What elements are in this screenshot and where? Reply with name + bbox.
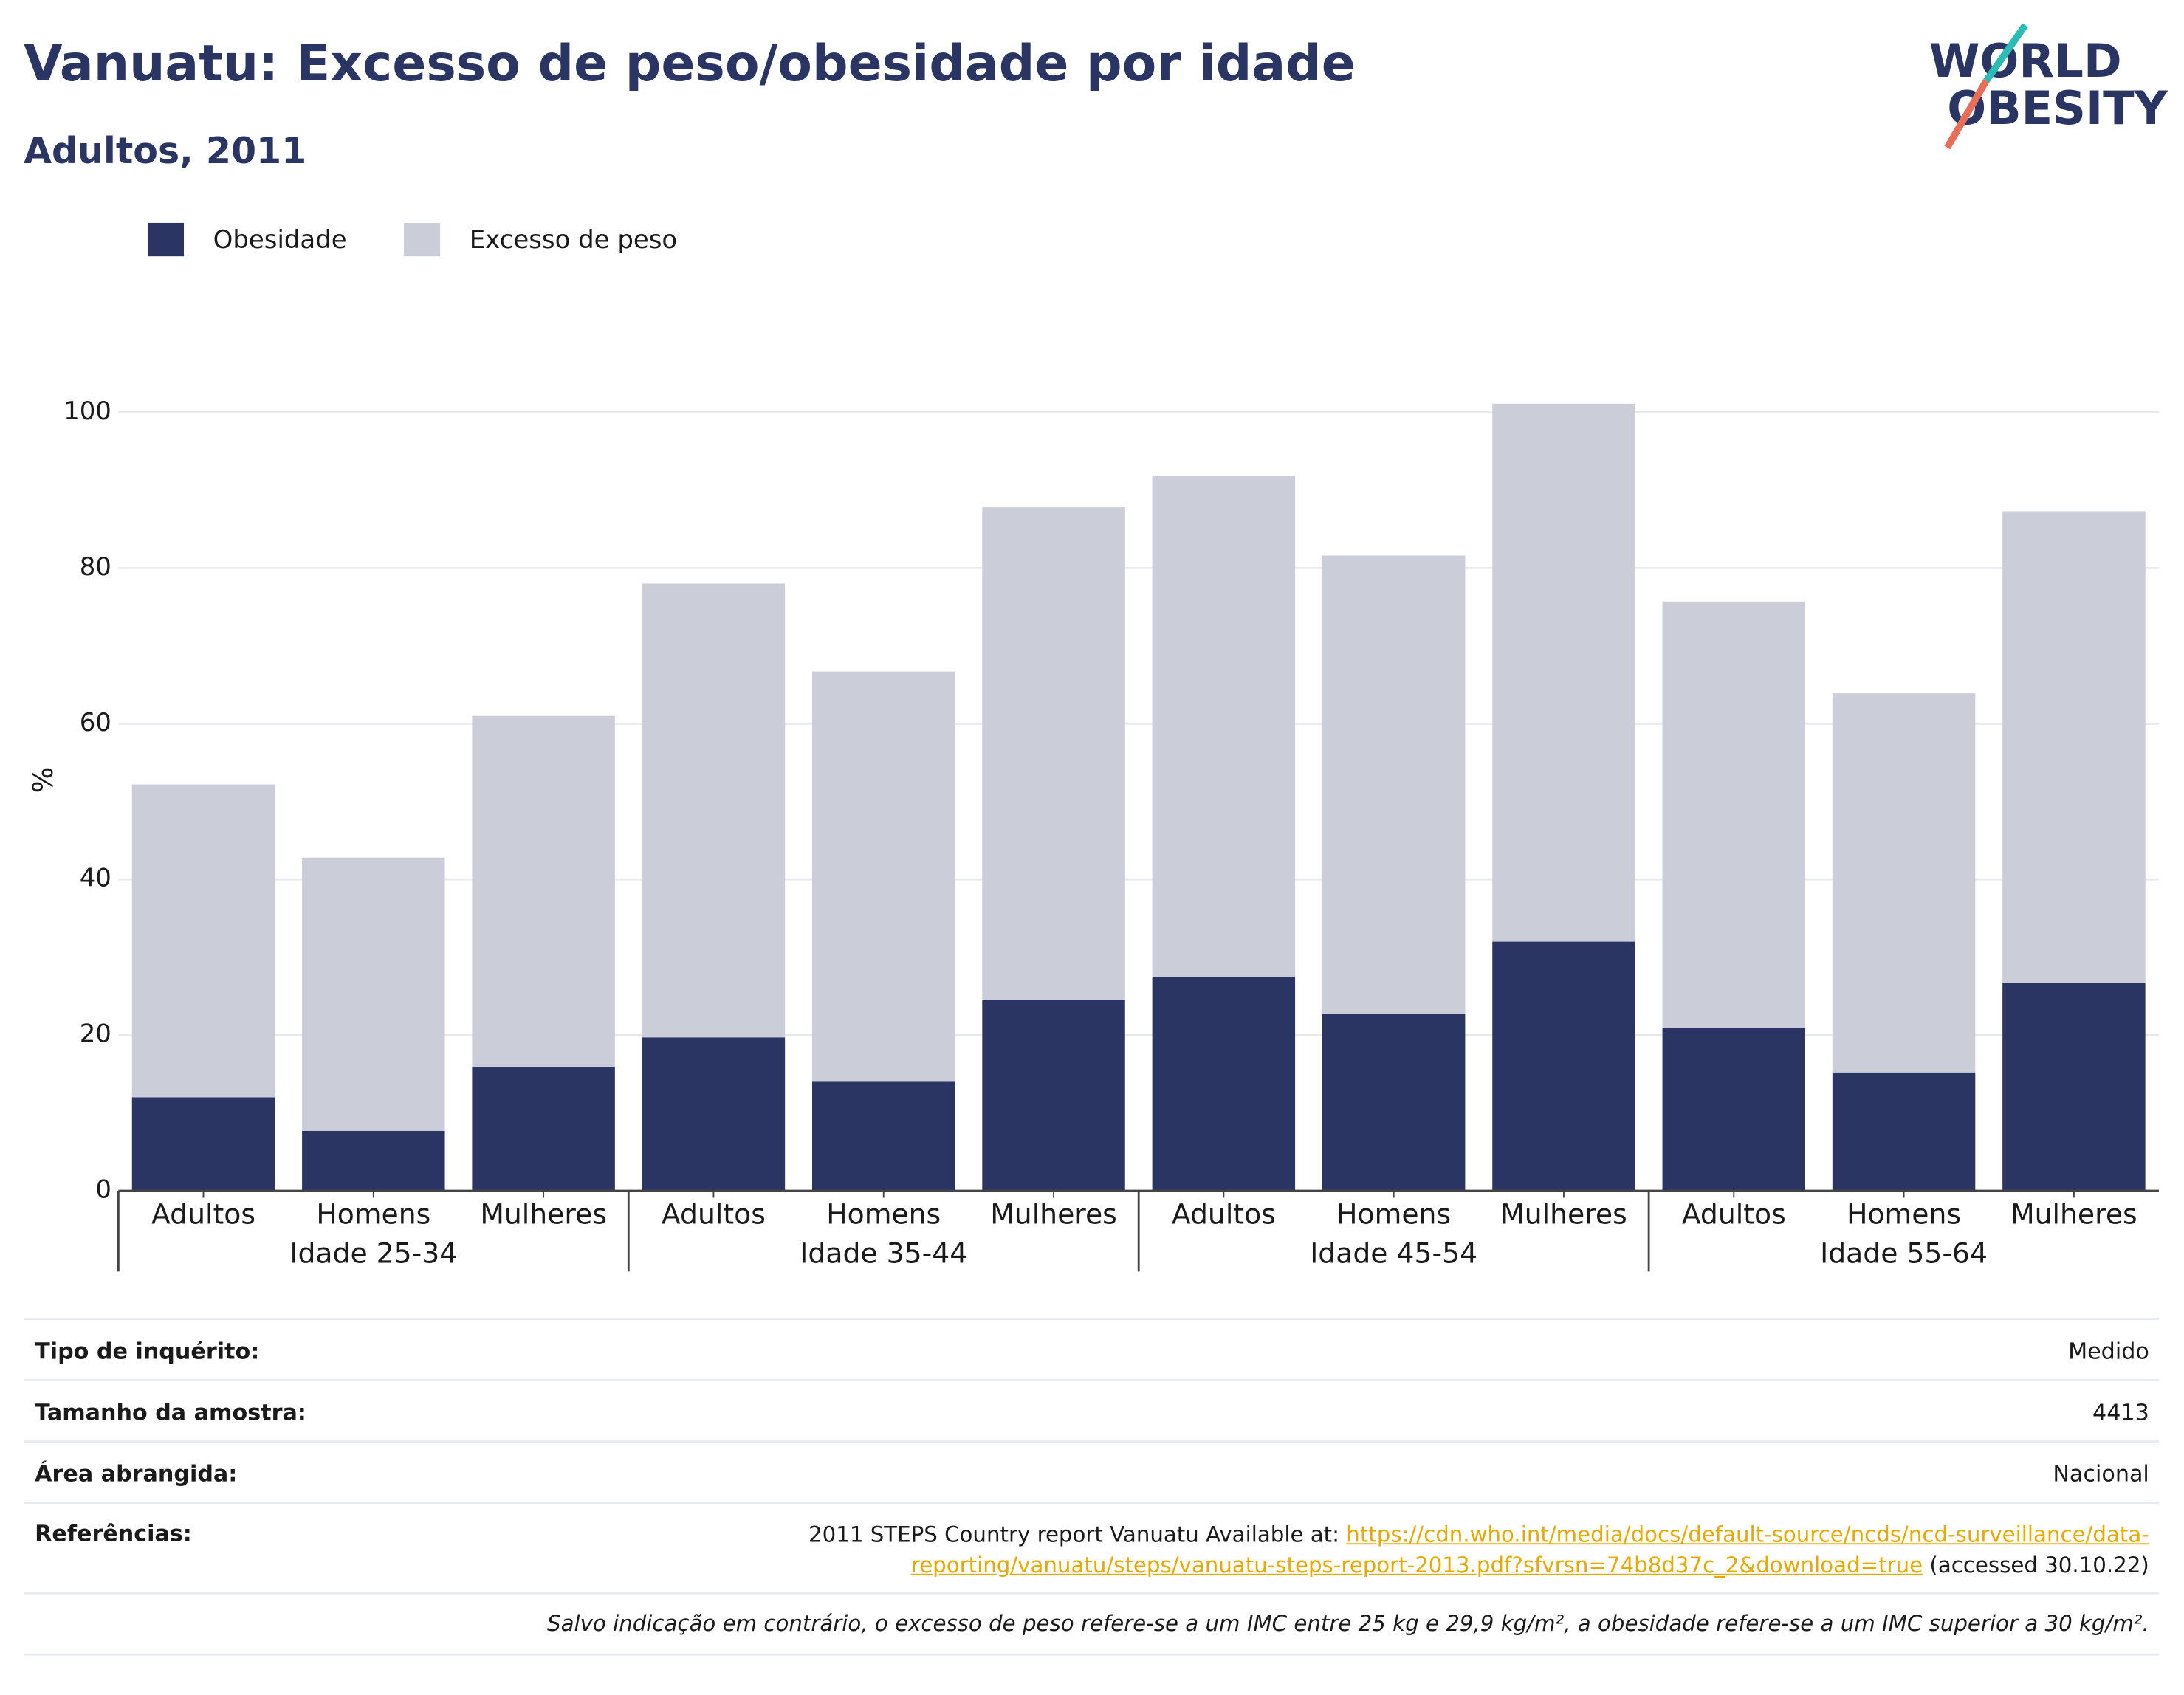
references: 2011 STEPS Country report Vanuatu Availa… [669,1519,2149,1581]
row-label: Tamanho da amostra: [35,1400,306,1426]
x-tick-label: Adultos [662,1197,766,1230]
y-tick-label: 40 [80,864,111,893]
bar-segment [131,784,275,1098]
bar-segment [1322,1014,1466,1192]
bar-segment [2002,983,2146,1192]
note: Salvo indicação em contrário, o excesso … [547,1611,2149,1637]
group-label: Idade 25-34 [289,1237,457,1269]
bar-segment [982,1000,1125,1192]
group-label: Idade 55-64 [1820,1237,1988,1269]
bar-segment [1322,555,1466,1014]
bar-segment [642,1037,786,1192]
x-tick-label: Homens [316,1197,430,1230]
x-tick-label: Adultos [151,1197,255,1230]
x-tick-label: Mulheres [2010,1197,2137,1230]
row-value: 4413 [2092,1400,2149,1426]
logo-slash [1983,23,2028,83]
x-tick-label: Mulheres [990,1197,1117,1230]
group-label: Idade 45-54 [1310,1237,1477,1269]
row-value: Medido [2068,1338,2149,1364]
bar-segment [1832,693,1976,1073]
chart-subtitle: Adultos, 2011 [24,129,306,172]
legend-label: Obesidade [213,225,347,255]
row-label: Área abrangida: [35,1460,237,1487]
row-value: Nacional [2053,1461,2149,1487]
row-label: Referências: [35,1521,192,1547]
group-label: Idade 35-44 [800,1237,967,1269]
bar-segment [302,1130,445,1192]
bar-segment [1492,403,1635,942]
y-tick-label: 100 [63,396,111,426]
bar-segment [1662,601,1806,1028]
legend-swatch [404,222,441,257]
x-tick-label: Adultos [1172,1197,1276,1230]
note: Salvo indicação em contrário, o excesso … [547,1611,2149,1637]
bar-segment [2002,511,2146,983]
x-tick-label: Mulheres [480,1197,607,1230]
x-tick-label: Homens [1847,1197,1961,1230]
x-tick-label: Homens [1336,1197,1451,1230]
y-axis-label: % [27,767,59,794]
bar-segment [1492,941,1635,1192]
y-tick-label: 80 [80,552,111,582]
logo-text: WORLD [1929,34,2122,88]
bar-segment [1662,1028,1806,1192]
y-tick-label: 60 [80,708,111,738]
bar-segment [472,1067,615,1192]
row-label: Tipo de inquérito: [35,1338,259,1364]
reference-accessed: (accessed 30.10.22) [1929,1553,2149,1578]
x-tick-label: Adultos [1682,1197,1786,1230]
logo-slash [1944,79,1990,150]
bar-segment [982,507,1125,1000]
x-tick-label: Mulheres [1500,1197,1627,1230]
bar-segment [472,715,615,1067]
bar-segment [302,857,445,1131]
y-tick-label: 20 [80,1020,111,1049]
bar-segment [642,583,786,1038]
legend-label: Excesso de peso [470,225,677,255]
chart-title: Vanuatu: Excesso de peso/obesidade por i… [24,35,1356,93]
reference-link[interactable]: https://cdn.who.int/media/docs/default-s… [910,1522,2149,1578]
y-tick-label: 0 [95,1175,111,1205]
bar-segment [1152,475,1296,977]
bar-segment [1152,977,1296,1192]
bar-segment [1832,1072,1976,1192]
bar-segment [131,1097,275,1192]
legend-swatch [147,222,185,257]
references-text: 2011 STEPS Country report Vanuatu Availa… [669,1519,2149,1581]
bar-segment [812,1081,955,1192]
bar-segment [812,671,955,1082]
reference-source: 2011 STEPS Country report Vanuatu Availa… [808,1522,1339,1547]
x-tick-label: Homens [826,1197,941,1230]
